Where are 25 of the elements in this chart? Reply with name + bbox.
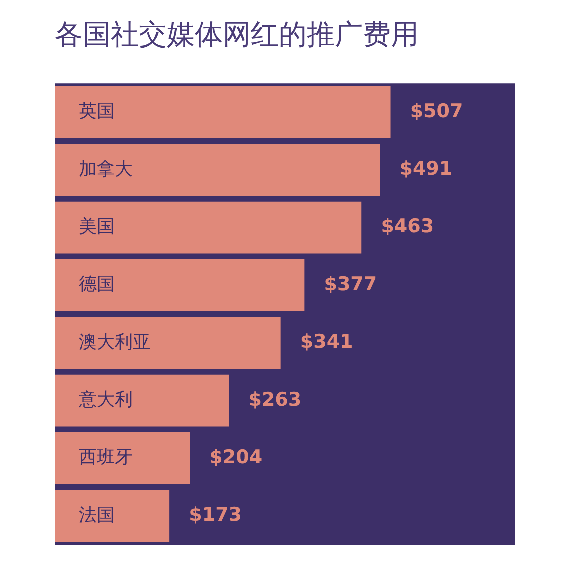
data-label: $341: [300, 331, 354, 354]
data-label: $173: [189, 504, 242, 526]
bar: [55, 86, 391, 138]
y-tick-label: 加拿大: [79, 158, 133, 180]
data-label: $491: [400, 158, 453, 180]
y-tick-label: 德国: [79, 274, 115, 296]
bar: [55, 432, 190, 484]
bar: [55, 317, 281, 370]
bar: [55, 144, 380, 196]
bar: [55, 374, 230, 427]
y-tick-label: 澳大利亚: [79, 332, 151, 353]
bar: [55, 202, 362, 254]
y-tick-label: 英国: [79, 101, 115, 122]
y-tick-label: 西班牙: [79, 447, 133, 468]
bar: [55, 490, 170, 542]
data-label: $263: [248, 388, 302, 411]
y-tick-label: 美国: [79, 216, 115, 238]
data-label: $463: [381, 216, 434, 238]
chart-title: 各国社交媒体网红的推广费用: [55, 18, 419, 52]
y-tick-label: 意大利: [78, 389, 133, 410]
data-label: $377: [324, 273, 378, 296]
data-label: $204: [210, 446, 263, 468]
y-tick-label: 法国: [79, 504, 115, 526]
bar: [55, 260, 305, 312]
data-label: $507: [410, 100, 464, 122]
